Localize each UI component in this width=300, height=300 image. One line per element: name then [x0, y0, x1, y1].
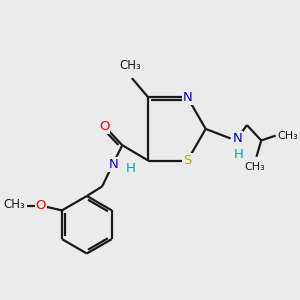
Text: CH₃: CH₃	[119, 59, 141, 72]
Text: H: H	[126, 162, 136, 175]
Text: O: O	[36, 199, 46, 212]
Text: CH₃: CH₃	[4, 198, 26, 211]
Text: N: N	[232, 132, 242, 145]
Text: N: N	[183, 91, 192, 104]
Text: O: O	[99, 119, 109, 133]
Text: H: H	[233, 148, 243, 161]
Text: S: S	[183, 154, 192, 167]
Text: CH₃: CH₃	[278, 130, 298, 141]
Text: CH₃: CH₃	[244, 163, 265, 172]
Text: N: N	[109, 158, 118, 171]
